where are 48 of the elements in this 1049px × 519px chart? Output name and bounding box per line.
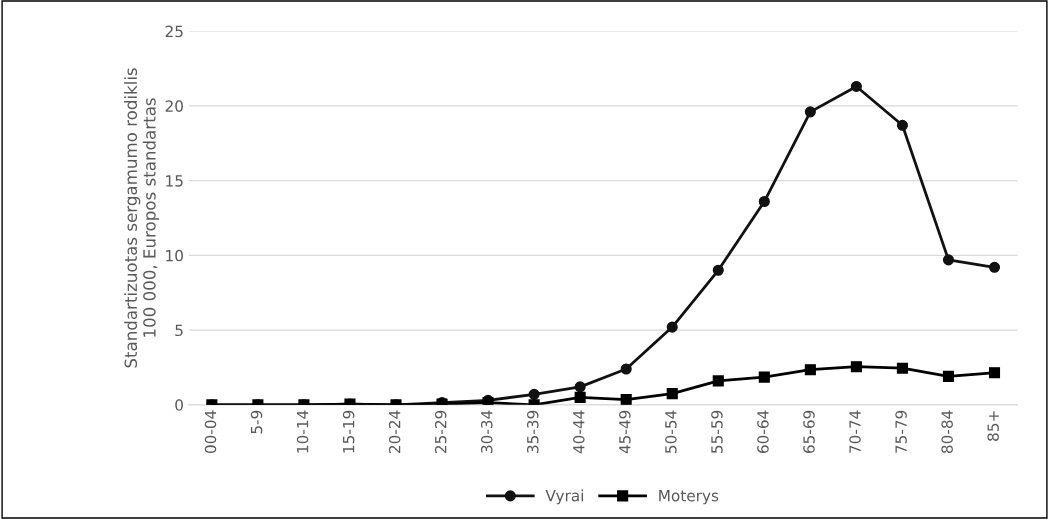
point <box>666 388 678 400</box>
x-tick-label: 15-19 <box>342 410 355 453</box>
x-tick-label: 10-14 <box>296 410 309 453</box>
point <box>666 321 678 333</box>
point <box>850 80 862 93</box>
legend-label: Moterys <box>659 490 719 505</box>
x-tick-label: 75-79 <box>895 410 907 453</box>
point <box>574 391 586 403</box>
point <box>712 375 724 387</box>
point <box>850 361 862 373</box>
x-tick-label: 80-84 <box>941 410 953 454</box>
y-axis-title: Standartizuotas sergamumo rodiklis 100 000, Europos standartas <box>124 68 159 368</box>
legend-label: Vyrai <box>545 489 583 505</box>
x-tick-label: 25-29 <box>434 410 447 453</box>
y-tick-label: 20 <box>165 100 183 112</box>
point <box>988 261 1001 273</box>
x-tick-label: 70-74 <box>849 410 861 453</box>
point <box>712 264 724 276</box>
point <box>528 388 540 400</box>
x-tick-label: 00-04 <box>204 410 217 454</box>
point <box>942 370 955 382</box>
x-tick-label: 55-59 <box>711 410 723 453</box>
y-tick-label: 10 <box>166 249 183 262</box>
point <box>896 362 908 374</box>
x-tick-label: 65-69 <box>803 410 815 454</box>
point <box>804 106 816 118</box>
point <box>804 364 816 376</box>
point <box>896 119 908 131</box>
y-tick-label: 25 <box>165 25 183 38</box>
point <box>620 363 632 375</box>
point <box>620 394 632 405</box>
x-tick-label: 30-34 <box>480 410 493 453</box>
x-tick-label: 45-49 <box>619 410 631 454</box>
y-tick-label: 5 <box>175 324 183 337</box>
point <box>758 195 770 208</box>
point <box>758 371 770 383</box>
x-tick-label: 20-24 <box>388 410 401 453</box>
y-tick-label: 15 <box>166 175 183 187</box>
x-tick-label: 40-44 <box>573 410 585 454</box>
point <box>942 254 955 266</box>
x-tick-label: 85+ <box>987 411 999 441</box>
x-tick-label: 5-9 <box>250 410 263 434</box>
x-tick-label: 35-39 <box>526 410 539 453</box>
point <box>574 381 586 393</box>
y-tick-label: 0 <box>175 399 183 411</box>
x-tick-label: 50-54 <box>665 410 677 453</box>
point <box>988 367 1001 379</box>
x-tick-label: 60-64 <box>757 410 769 454</box>
